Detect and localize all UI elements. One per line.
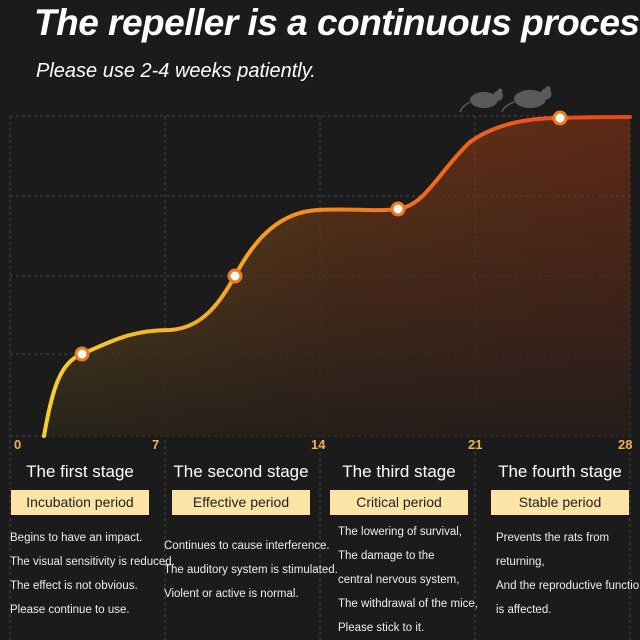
stage-4-line: And the reproductive function (496, 580, 640, 592)
stage-4-line: is affected. (496, 604, 552, 616)
stage-3-description: The lowering of survival, The damage to … (338, 520, 478, 640)
stage-2-description: Continues to cause interference. The aud… (164, 534, 338, 606)
stage-4-line: Prevents the rats from (496, 532, 610, 544)
stage-2-name: The second stage (173, 462, 309, 481)
x-tick-label: 21 (468, 437, 483, 452)
stage-3-line: Please stick to it. (338, 622, 425, 634)
page-subtitle: Please use 2-4 weeks patiently. (36, 60, 316, 82)
stage-3-line: The damage to the (338, 550, 435, 562)
page-title: The repeller is a continuous process. (34, 2, 640, 43)
stage-1-line: Please continue to use. (10, 604, 130, 616)
stage-3-name: The third stage (342, 462, 456, 481)
stage-1-line: Begins to have an impact. (10, 532, 143, 544)
stage-1: The first stage Incubation period (3, 462, 157, 515)
rats-icon (459, 86, 552, 113)
stage-2-line: Violent or active is normal. (164, 588, 299, 600)
x-tick-label: 28 (618, 437, 633, 452)
stage-2-period-badge: Effective period (172, 490, 310, 515)
milestone-point (74, 346, 90, 362)
stage-1-line: The effect is not obvious. (10, 580, 138, 592)
stage-4-line: returning, (496, 556, 545, 568)
stage-4-name: The fourth stage (498, 462, 622, 481)
stage-1-description: Begins to have an impact. The visual sen… (10, 526, 175, 622)
stage-4-period-badge: Stable period (491, 490, 629, 515)
stage-3-line: central nervous system, (338, 574, 460, 586)
chart-line (42, 115, 632, 438)
stage-3-period-badge: Critical period (330, 490, 468, 515)
stage-1-period-badge: Incubation period (11, 490, 149, 515)
x-tick-label: 14 (311, 437, 326, 452)
stage-4: The fourth stage Stable period (483, 462, 637, 515)
milestone-point (552, 110, 568, 126)
stage-1-line: The visual sensitivity is reduced. (10, 556, 175, 568)
stage-2-line: The auditory system is stimulated. (164, 564, 338, 576)
stage-1-name: The first stage (26, 462, 134, 481)
stage-3-line: The withdrawal of the mice, (338, 598, 478, 610)
milestone-point (390, 201, 406, 217)
stage-2: The second stage Effective period (164, 462, 318, 515)
stage-2-line: Continues to cause interference. (164, 540, 330, 552)
stage-3-line: The lowering of survival, (338, 526, 462, 538)
x-tick-label: 0 (14, 437, 22, 452)
chart-area-fade (44, 117, 630, 436)
milestone-point (227, 268, 243, 284)
x-tick-label: 7 (152, 437, 160, 452)
stage-4-description: Prevents the rats from returning, And th… (496, 526, 640, 622)
stage-3: The third stage Critical period (322, 462, 476, 515)
